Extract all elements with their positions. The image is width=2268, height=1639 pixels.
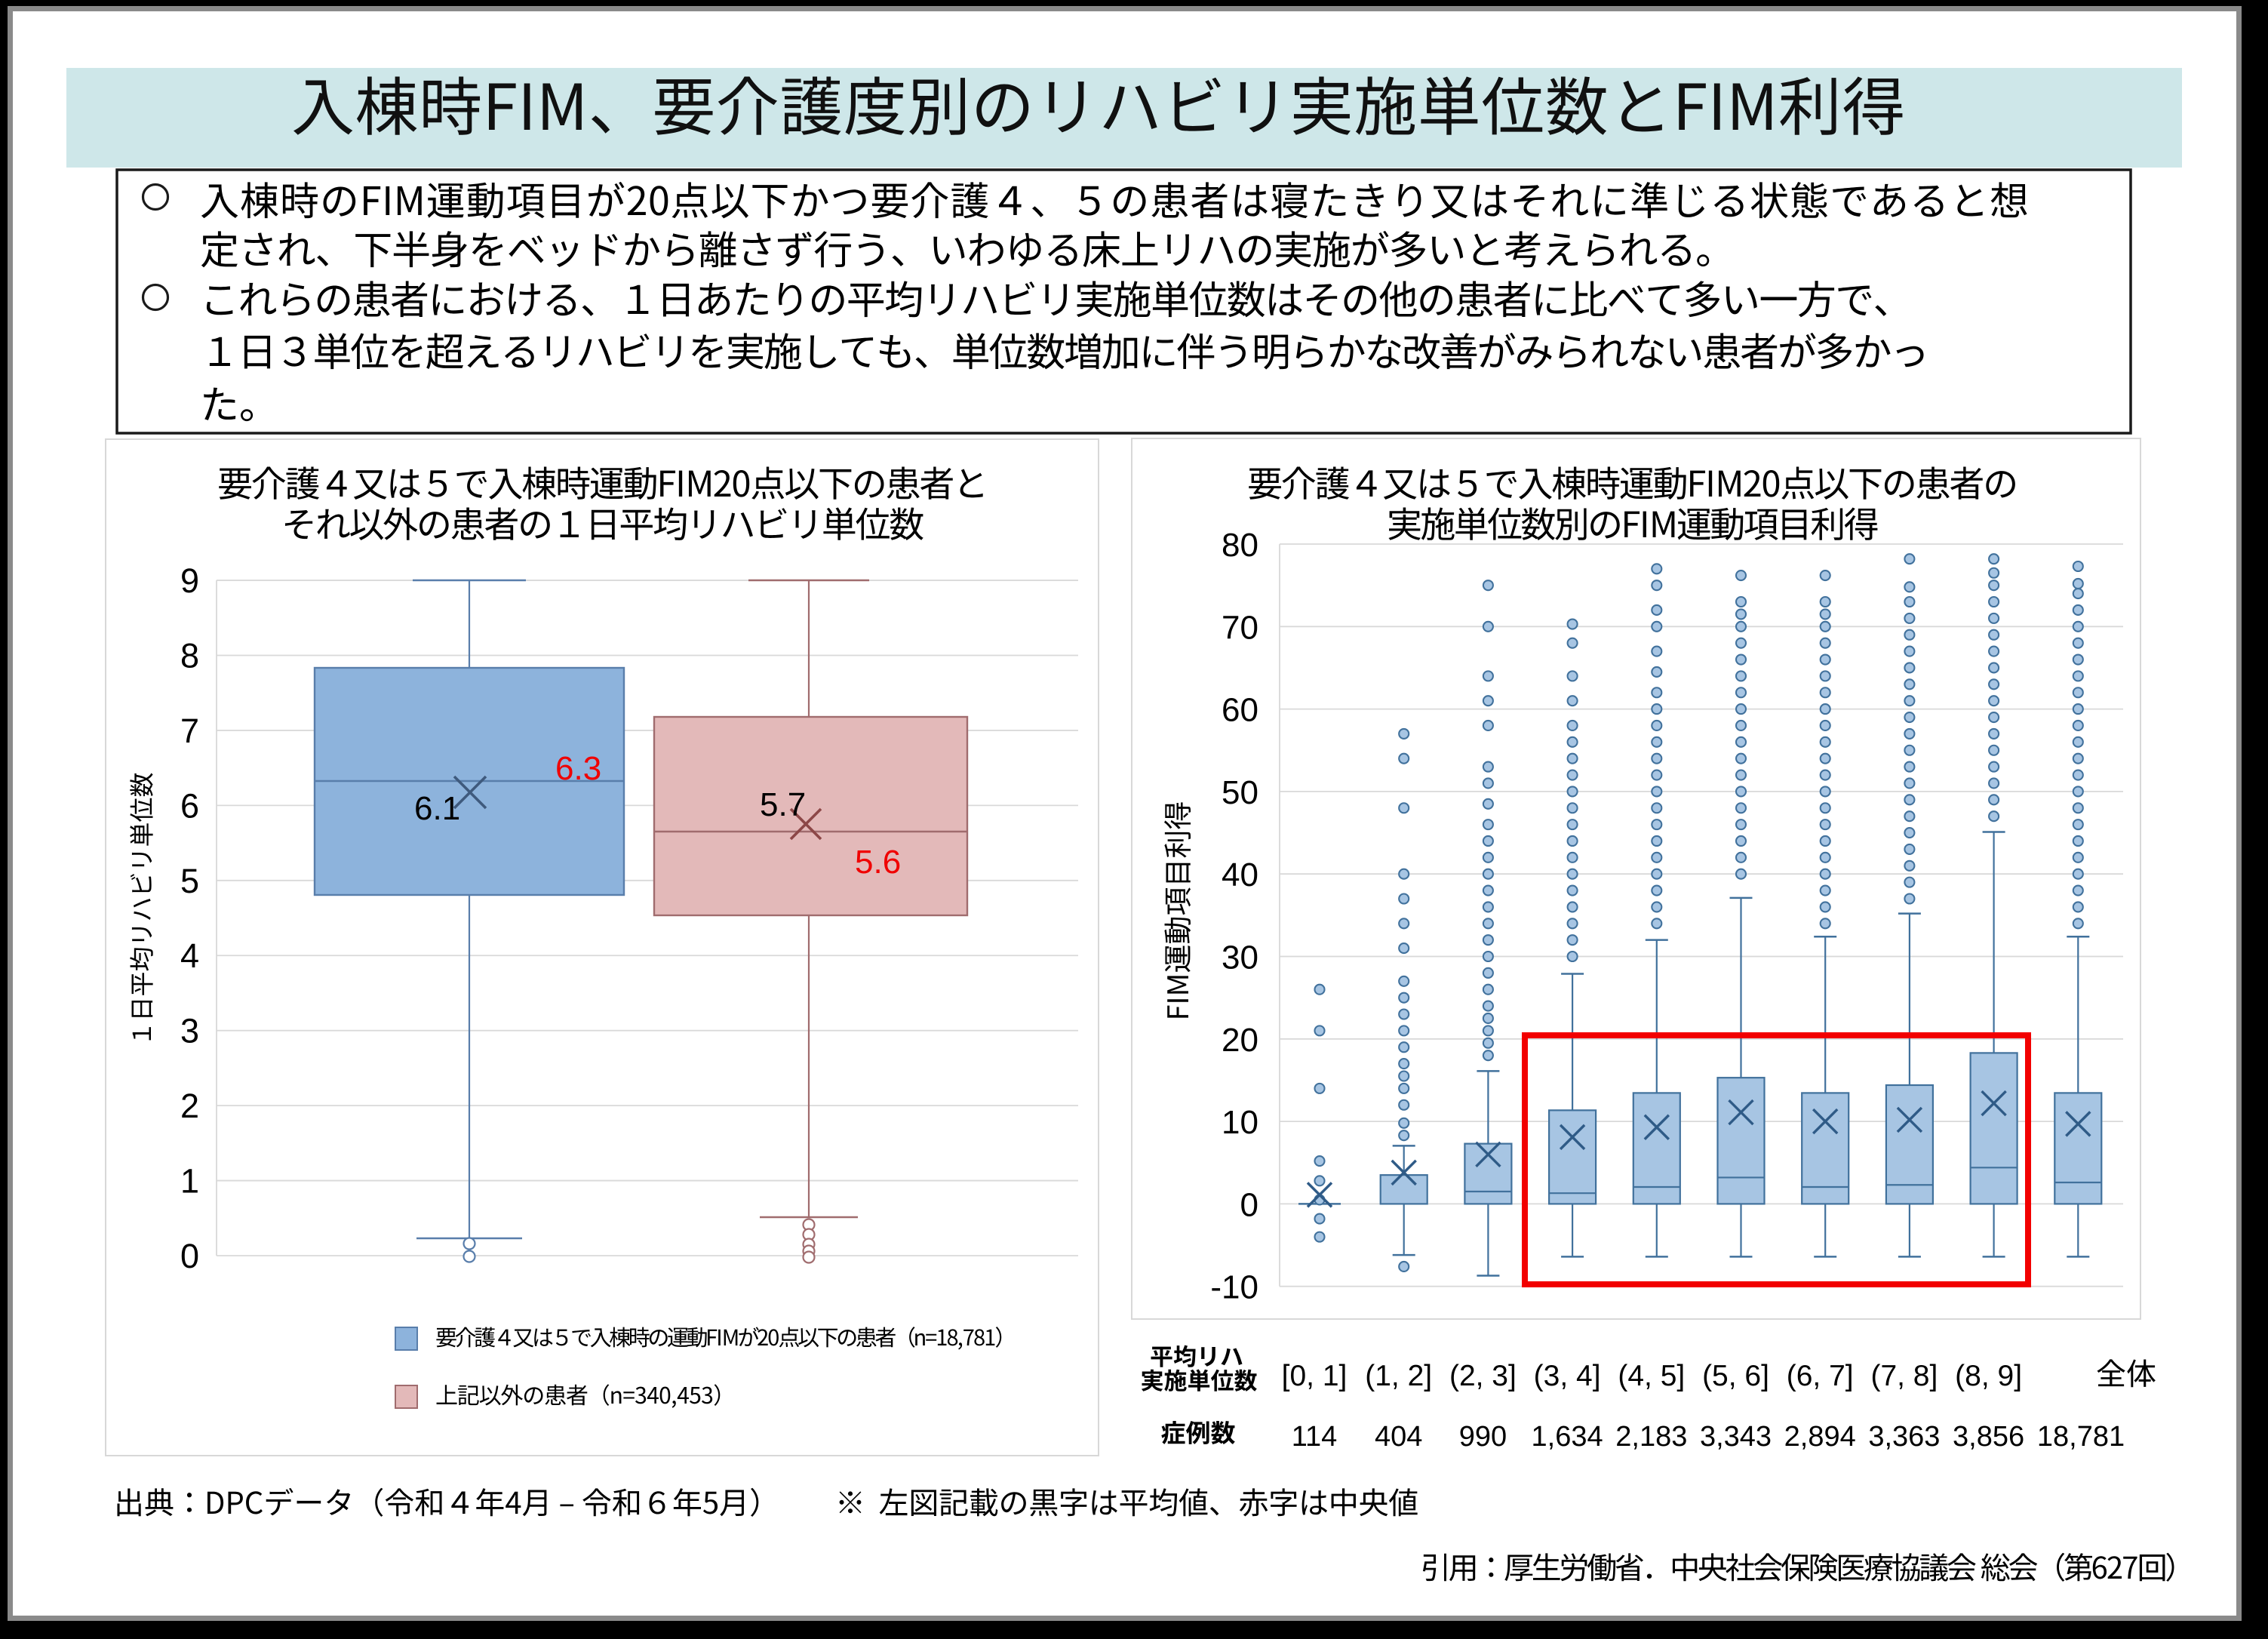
svg-text:3,363: 3,363 [1868,1421,1940,1453]
svg-text:(4, 5]: (4, 5] [1618,1360,1685,1392]
svg-text:(8, 9]: (8, 9] [1955,1360,2022,1392]
svg-text:6.3: 6.3 [555,750,601,787]
svg-text:30: 30 [1222,939,1258,976]
svg-text:(5, 6]: (5, 6] [1702,1360,1769,1392]
svg-text:40: 40 [1222,856,1258,893]
svg-text:10: 10 [1222,1104,1258,1141]
svg-text:(7, 8]: (7, 8] [1870,1360,1938,1392]
svg-text:4: 4 [180,936,199,975]
svg-text:5.6: 5.6 [855,844,901,881]
svg-text:(1, 2]: (1, 2] [1365,1360,1432,1392]
svg-text:3,343: 3,343 [1700,1421,1772,1453]
svg-text:70: 70 [1222,609,1258,646]
svg-text:2: 2 [180,1087,199,1125]
svg-text:6.1: 6.1 [414,790,460,827]
svg-text:(2, 3]: (2, 3] [1449,1360,1517,1392]
svg-text:3: 3 [180,1012,199,1050]
svg-text:2,183: 2,183 [1615,1421,1687,1453]
svg-text:60: 60 [1222,692,1258,729]
svg-text:-10: -10 [1210,1269,1258,1306]
svg-text:7: 7 [180,712,199,750]
svg-text:990: 990 [1459,1421,1507,1453]
svg-text:0: 0 [1240,1186,1258,1223]
svg-text:1,634: 1,634 [1532,1421,1603,1453]
svg-text:[0, 1]: [0, 1] [1282,1360,1348,1392]
svg-text:2,894: 2,894 [1784,1421,1856,1453]
svg-text:80: 80 [1222,527,1258,564]
svg-text:9: 9 [180,561,199,600]
svg-text:114: 114 [1292,1421,1338,1453]
svg-text:8: 8 [180,636,199,675]
svg-text:5.7: 5.7 [760,786,806,823]
svg-text:6: 6 [180,786,199,825]
svg-text:20: 20 [1222,1022,1258,1059]
svg-text:18,781: 18,781 [2037,1421,2125,1453]
svg-text:404: 404 [1375,1421,1422,1453]
svg-text:3,856: 3,856 [1953,1421,2024,1453]
svg-text:1: 1 [180,1162,199,1201]
svg-text:(6, 7]: (6, 7] [1787,1360,1854,1392]
svg-text:5: 5 [180,862,199,900]
svg-text:0: 0 [180,1237,199,1275]
svg-text:50: 50 [1222,774,1258,811]
svg-text:(3, 4]: (3, 4] [1534,1360,1601,1392]
